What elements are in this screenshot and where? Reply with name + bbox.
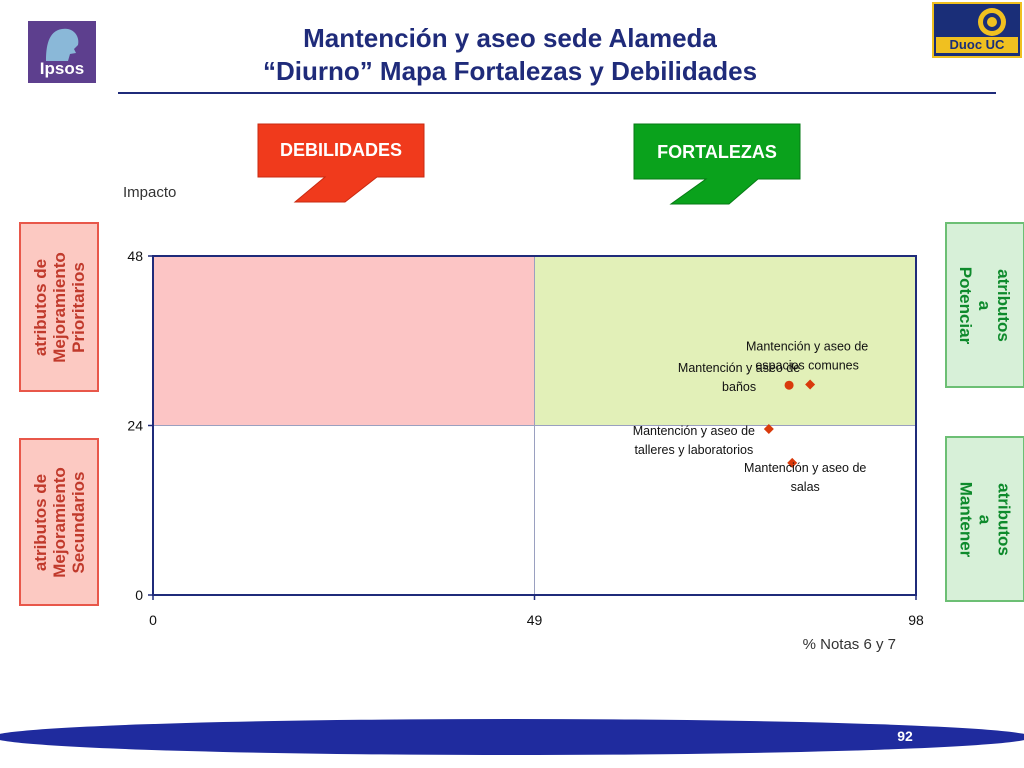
y-tick-label: 24 <box>127 418 143 434</box>
point-label-1-line-2: baños <box>722 380 756 394</box>
fortalezas-label: FORTALEZAS <box>657 142 777 162</box>
quadrant-debilidades-area <box>153 256 535 426</box>
page-title: Mantención y aseo sede Alameda “Diurno” … <box>160 22 860 88</box>
x-tick-label: 0 <box>149 612 157 628</box>
point-label-3-line-1: Mantención y aseo de <box>633 424 755 438</box>
fortalezas-arrow <box>633 123 801 205</box>
duoc-logo: Duoc UC <box>932 2 1022 58</box>
data-point-1 <box>784 380 794 390</box>
duoc-crest-icon <box>978 8 1006 36</box>
point-label-1-line-1: Mantención y aseo de <box>678 361 800 375</box>
ipsos-head-icon <box>46 28 79 61</box>
point-label-3-line-2: talleres y laboratorios <box>634 443 753 457</box>
point-label-4-line-2: salas <box>791 480 820 494</box>
x-tick-label: 49 <box>527 612 543 628</box>
point-label-2-line-1: Mantención y aseo de <box>746 340 868 354</box>
quadrant-chart: Impacto 0 24 48 0 49 98 Mantención y aseo de b… <box>123 184 924 653</box>
data-point-4 <box>787 457 798 468</box>
data-point-2 <box>805 379 816 390</box>
side-box-prioritarios: atributos de Mejoramiento Prioritarios <box>19 222 99 392</box>
title-line-2: “Diurno” Mapa Fortalezas y Debilidades <box>262 56 758 86</box>
title-line-1: Mantención y aseo sede Alameda <box>303 23 717 53</box>
x-tick-label: 98 <box>908 612 924 628</box>
ipsos-logo: Ipsos <box>28 21 96 83</box>
title-divider <box>118 92 996 94</box>
point-label-2-line-2: espacios comunes <box>755 359 859 373</box>
x-axis-label: % Notas 6 y 7 <box>803 636 896 653</box>
side-box-secundarios: atributos de Mejoramiento Secundarios <box>19 438 99 606</box>
footer-banner <box>0 719 1024 755</box>
duoc-logo-text: Duoc UC <box>936 37 1018 53</box>
y-tick-label: 48 <box>127 248 143 264</box>
data-point-3 <box>763 424 774 435</box>
debilidades-label: DEBILIDADES <box>279 140 402 160</box>
page-number: 92 <box>897 728 913 744</box>
y-axis-label: Impacto <box>123 184 176 201</box>
point-label-4-line-1: Mantención y aseo de <box>744 461 866 475</box>
quadrant-fortalezas-area <box>534 256 916 426</box>
debilidades-arrow <box>257 123 425 203</box>
side-box-mantener: atributos a Mantener <box>945 436 1024 602</box>
y-tick-label: 0 <box>135 587 143 603</box>
ipsos-logo-text: Ipsos <box>39 59 85 78</box>
